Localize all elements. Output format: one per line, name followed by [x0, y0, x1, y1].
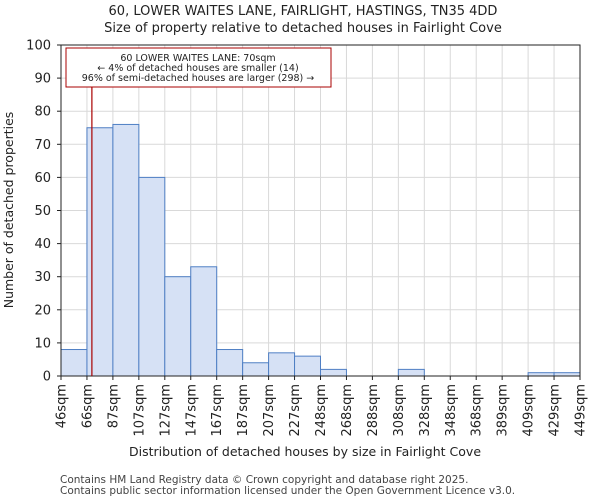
x-tick-label: 167sqm	[210, 384, 225, 437]
annotation-line3: 96% of semi-detached houses are larger (…	[82, 73, 315, 84]
y-tick-label: 60	[34, 171, 51, 186]
x-tick-label: 409sqm	[522, 384, 537, 437]
histogram-bar	[112, 123, 140, 377]
y-tick-label: 0	[43, 370, 51, 385]
x-tick-label: 389sqm	[496, 384, 511, 437]
y-tick-label: 90	[34, 72, 51, 87]
x-tick-label: 268sqm	[340, 384, 355, 437]
x-tick-label: 227sqm	[288, 384, 303, 437]
x-tick-label: 308sqm	[392, 384, 407, 437]
chart-title-line2: Size of property relative to detached ho…	[104, 21, 502, 36]
y-tick-label: 50	[34, 204, 51, 219]
plot-frame	[60, 44, 581, 377]
x-tick-label: 66sqm	[80, 384, 95, 428]
x-tick-label: 127sqm	[158, 384, 173, 437]
annotation-line1: 60 LOWER WAITES LANE: 70sqm	[120, 53, 275, 64]
x-tick-label: 328sqm	[418, 384, 433, 437]
histogram-bar	[268, 352, 296, 377]
y-tick-label: 80	[34, 105, 51, 120]
y-tick-label: 100	[26, 39, 51, 54]
x-tick-label: 288sqm	[366, 384, 381, 437]
x-tick-label: 187sqm	[236, 384, 251, 437]
x-tick-label: 348sqm	[444, 384, 459, 437]
chart-title-line1: 60, LOWER WAITES LANE, FAIRLIGHT, HASTIN…	[109, 4, 498, 19]
y-tick-label: 10	[34, 336, 51, 351]
histogram-bar	[164, 276, 192, 377]
x-tick-label: 87sqm	[106, 384, 121, 428]
histogram-bar	[86, 127, 114, 377]
footer-line1: Contains HM Land Registry data © Crown c…	[60, 474, 468, 486]
histogram-bar	[138, 176, 166, 377]
histogram-bar	[397, 368, 425, 377]
x-tick-label: 46sqm	[55, 384, 70, 428]
histogram-bar	[242, 362, 270, 377]
y-axis-label: Number of detached properties	[1, 112, 16, 309]
x-tick-label: 248sqm	[314, 384, 329, 437]
histogram-bar	[320, 368, 347, 377]
histogram-bar	[216, 349, 244, 377]
histogram-bar	[190, 266, 218, 377]
y-tick-label: 70	[34, 138, 51, 153]
x-tick-labels: 46sqm 66sqm 87sqm 107sqm 127sqm 147sqm 167sqm 1…	[55, 384, 589, 437]
footer-line2: Contains public sector information licen…	[60, 485, 515, 497]
bars	[60, 123, 581, 377]
y-tick-label: 40	[34, 237, 51, 252]
x-axis-label: Distribution of detached houses by size …	[129, 444, 481, 459]
y-tick-label: 20	[34, 303, 51, 318]
x-tick-label: 107sqm	[132, 384, 147, 437]
x-tick-label: 429sqm	[548, 384, 563, 437]
annotation-box	[65, 47, 332, 88]
histogram-bar	[60, 349, 88, 377]
x-tick-label: 449sqm	[574, 384, 589, 437]
x-tick-label: 207sqm	[262, 384, 277, 437]
axes	[57, 44, 581, 380]
histogram-bar	[294, 355, 321, 377]
x-tick-label: 368sqm	[470, 384, 485, 437]
y-tick-labels: 0 10 20 30 40 50 60 70 80 90 100	[26, 39, 51, 385]
y-tick-label: 30	[34, 270, 51, 285]
annotation-line2: ← 4% of detached houses are smaller (14)	[97, 63, 298, 74]
x-tick-label: 147sqm	[184, 384, 199, 437]
